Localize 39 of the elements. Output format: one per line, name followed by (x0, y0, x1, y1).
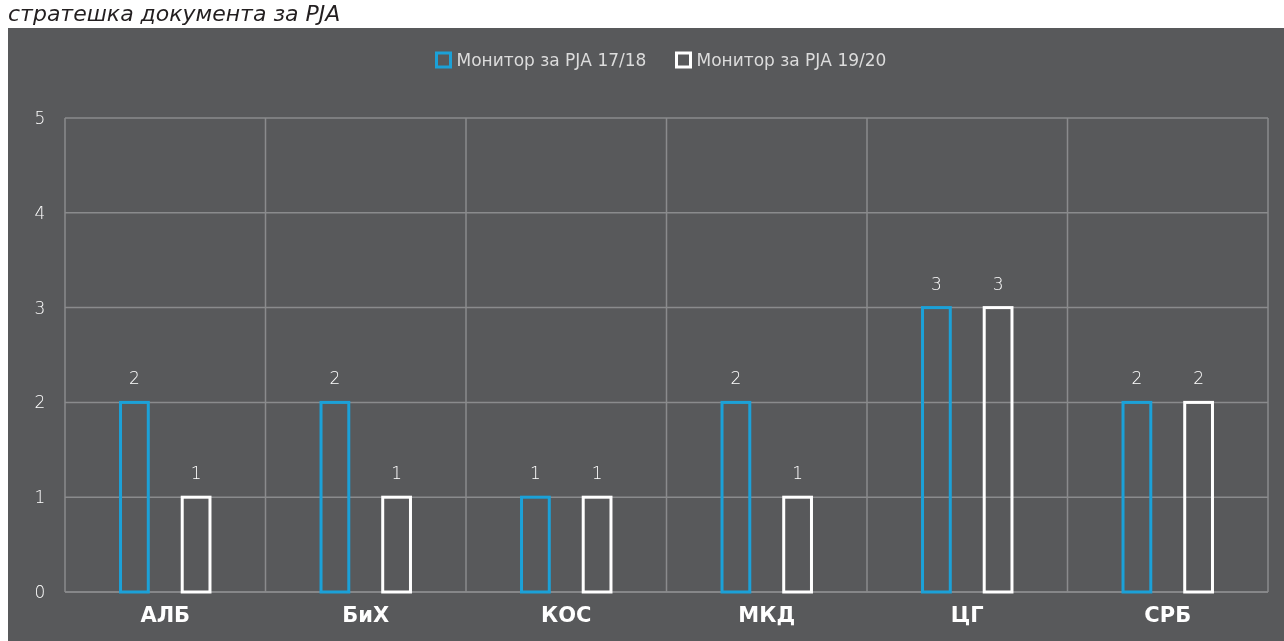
y-tick-label: 2 (34, 392, 46, 413)
x-tick-label: МКД (738, 603, 796, 627)
data-label: 3 (992, 273, 1004, 294)
y-tick-label: 0 (34, 581, 46, 602)
bar (520, 495, 551, 594)
y-tick-label: 4 (34, 202, 46, 223)
data-label: 1 (190, 463, 202, 484)
x-tick-label: КОС (541, 603, 592, 627)
bar (982, 306, 1014, 594)
y-tick-label: 3 (34, 297, 46, 318)
bar (319, 400, 351, 594)
chart-title: стратешка документа за РЈА (8, 1, 341, 26)
data-label: 2 (329, 368, 341, 389)
x-tick-label: СРБ (1144, 603, 1192, 627)
bar (782, 495, 813, 594)
bar (1121, 400, 1153, 594)
data-label: 1 (591, 463, 603, 484)
data-label: 3 (930, 273, 942, 294)
data-label: 1 (391, 463, 403, 484)
bar (921, 306, 952, 594)
data-label: 2 (1193, 368, 1205, 389)
bar (720, 400, 752, 594)
data-label: 1 (529, 463, 541, 484)
bar (381, 495, 412, 594)
x-tick-label: АЛБ (140, 603, 191, 627)
bar (1183, 400, 1214, 594)
x-tick-label: ЦГ (950, 603, 984, 627)
y-tick-label: 5 (34, 107, 46, 128)
data-label: 1 (792, 463, 804, 484)
x-tick-label: БиХ (342, 603, 390, 627)
data-label: 2 (1131, 368, 1143, 389)
bar (180, 495, 212, 594)
bar (581, 495, 613, 594)
bar (119, 400, 150, 594)
data-label: 2 (730, 368, 742, 389)
legend-label: Монитор за РЈА 17/18 (456, 50, 647, 70)
data-label: 2 (128, 368, 140, 389)
legend-label: Монитор за РЈА 19/20 (696, 50, 887, 70)
y-tick-label: 1 (34, 487, 46, 508)
